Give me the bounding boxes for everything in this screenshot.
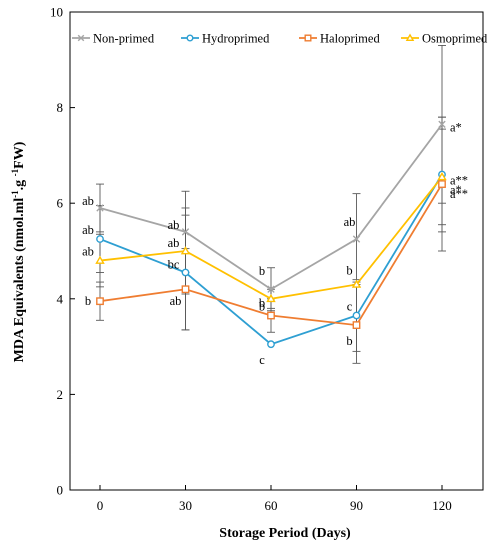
y-axis-title: MDA Equivalents (nmol.ml-1.g -1FW): [10, 141, 27, 362]
legend-entry-osmoprimed: Osmoprimed: [401, 32, 488, 46]
significance-letter: c: [259, 353, 265, 367]
y-axis-title-sup-2: -1: [10, 168, 20, 176]
data-point-non-primed: [96, 204, 104, 212]
legend-entry-non-primed: Non-primed: [72, 32, 155, 46]
data-point-hydroprimed: [352, 311, 361, 320]
legend: Non-primed Hydroprimed Haloprimed Osmoprime…: [72, 32, 488, 46]
legend-label: Osmoprimed: [422, 32, 488, 46]
significance-letter: b: [259, 296, 265, 310]
legend-swatch-marker: [186, 34, 194, 42]
x-tick-label: 0: [97, 498, 104, 513]
significance-letter: a*: [450, 183, 462, 197]
data-point-haloprimed: [438, 180, 446, 188]
significance-letter: ab: [82, 223, 94, 237]
axes: 0 2 4 6 8 10 0 30 60 90 120: [50, 5, 484, 513]
y-tick-label: 10: [50, 5, 63, 20]
data-point-osmoprimed: [180, 246, 191, 255]
data-point-non-primed-stroke-b: [438, 120, 446, 129]
series-markers: [95, 120, 447, 349]
legend-label: Haloprimed: [320, 32, 380, 46]
y-axis-title-part-2: .g: [12, 176, 27, 190]
x-axis-title: Storage Period (Days): [219, 526, 351, 541]
legend-swatch-marker: [77, 34, 85, 42]
data-point-non-primed-stroke-b: [181, 228, 190, 236]
legend-entry-haloprimed: Haloprimed: [299, 32, 380, 46]
significance-letter: ab: [82, 194, 94, 208]
legend-entry-hydroprimed: Hydroprimed: [181, 32, 270, 46]
data-point-haloprimed: [267, 311, 275, 320]
x-tick-label: 30: [179, 498, 192, 513]
data-point-non-primed-stroke-b: [96, 204, 104, 212]
y-axis-title-part-1: MDA Equivalents (nmol.ml: [12, 198, 27, 363]
y-tick-label: 8: [57, 100, 64, 115]
significance-letter: b: [259, 264, 265, 278]
data-point-osmoprimed: [266, 293, 276, 303]
plot-frame: [69, 11, 484, 491]
legend-swatch-marker-stroke-b: [77, 34, 85, 42]
significance-letter: a*: [450, 120, 462, 134]
significance-letter: ab: [82, 245, 94, 259]
data-point-non-primed-stroke-b: [352, 235, 361, 243]
significance-letter: ab: [344, 215, 356, 229]
data-point-hydroprimed: [267, 340, 275, 349]
data-point-hydroprimed: [181, 268, 190, 277]
significance-letter: a**: [450, 187, 468, 201]
significance-letter: c: [347, 300, 353, 314]
significance-letter: b: [346, 263, 352, 277]
y-axis-title-part-3: FW): [12, 141, 27, 169]
x-tick-label: 60: [265, 498, 278, 513]
x-tick-label: 120: [432, 498, 452, 513]
y-axis-title-sup-1: -1: [10, 190, 20, 198]
data-point-non-primed: [267, 285, 275, 293]
data-point-non-primed: [181, 228, 190, 236]
legend-label: Non-primed: [93, 32, 155, 46]
data-point-osmoprimed: [351, 279, 362, 288]
significance-letter: ab: [168, 218, 180, 232]
data-point-non-primed: [438, 120, 446, 129]
y-tick-label: 4: [57, 291, 64, 306]
data-point-haloprimed: [96, 297, 104, 306]
y-tick-label: 0: [57, 483, 64, 498]
significance-letter: a**: [450, 174, 468, 188]
data-point-haloprimed: [352, 321, 361, 329]
y-tick-label: 2: [57, 387, 64, 402]
data-point-osmoprimed: [437, 171, 447, 181]
data-point-haloprimed: [181, 285, 190, 294]
data-point-hydroprimed: [96, 235, 104, 243]
significance-letter: b: [85, 294, 91, 308]
data-point-non-primed-stroke-b: [267, 285, 275, 293]
legend-swatch-marker: [304, 34, 312, 42]
legend-swatch-marker: [405, 33, 415, 42]
significance-letter: bc: [168, 258, 180, 272]
x-tick-label: 90: [350, 498, 363, 513]
significance-letter: ab: [170, 294, 182, 308]
series-line-non-primed: [99, 123, 443, 291]
legend-label: Hydroprimed: [202, 32, 270, 46]
data-point-non-primed: [352, 235, 361, 243]
significance-letter: ab: [168, 236, 180, 250]
significance-letter: b: [259, 300, 265, 314]
y-tick-label: 6: [57, 196, 64, 211]
data-point-osmoprimed: [95, 255, 105, 264]
significance-letter: b: [346, 334, 352, 348]
